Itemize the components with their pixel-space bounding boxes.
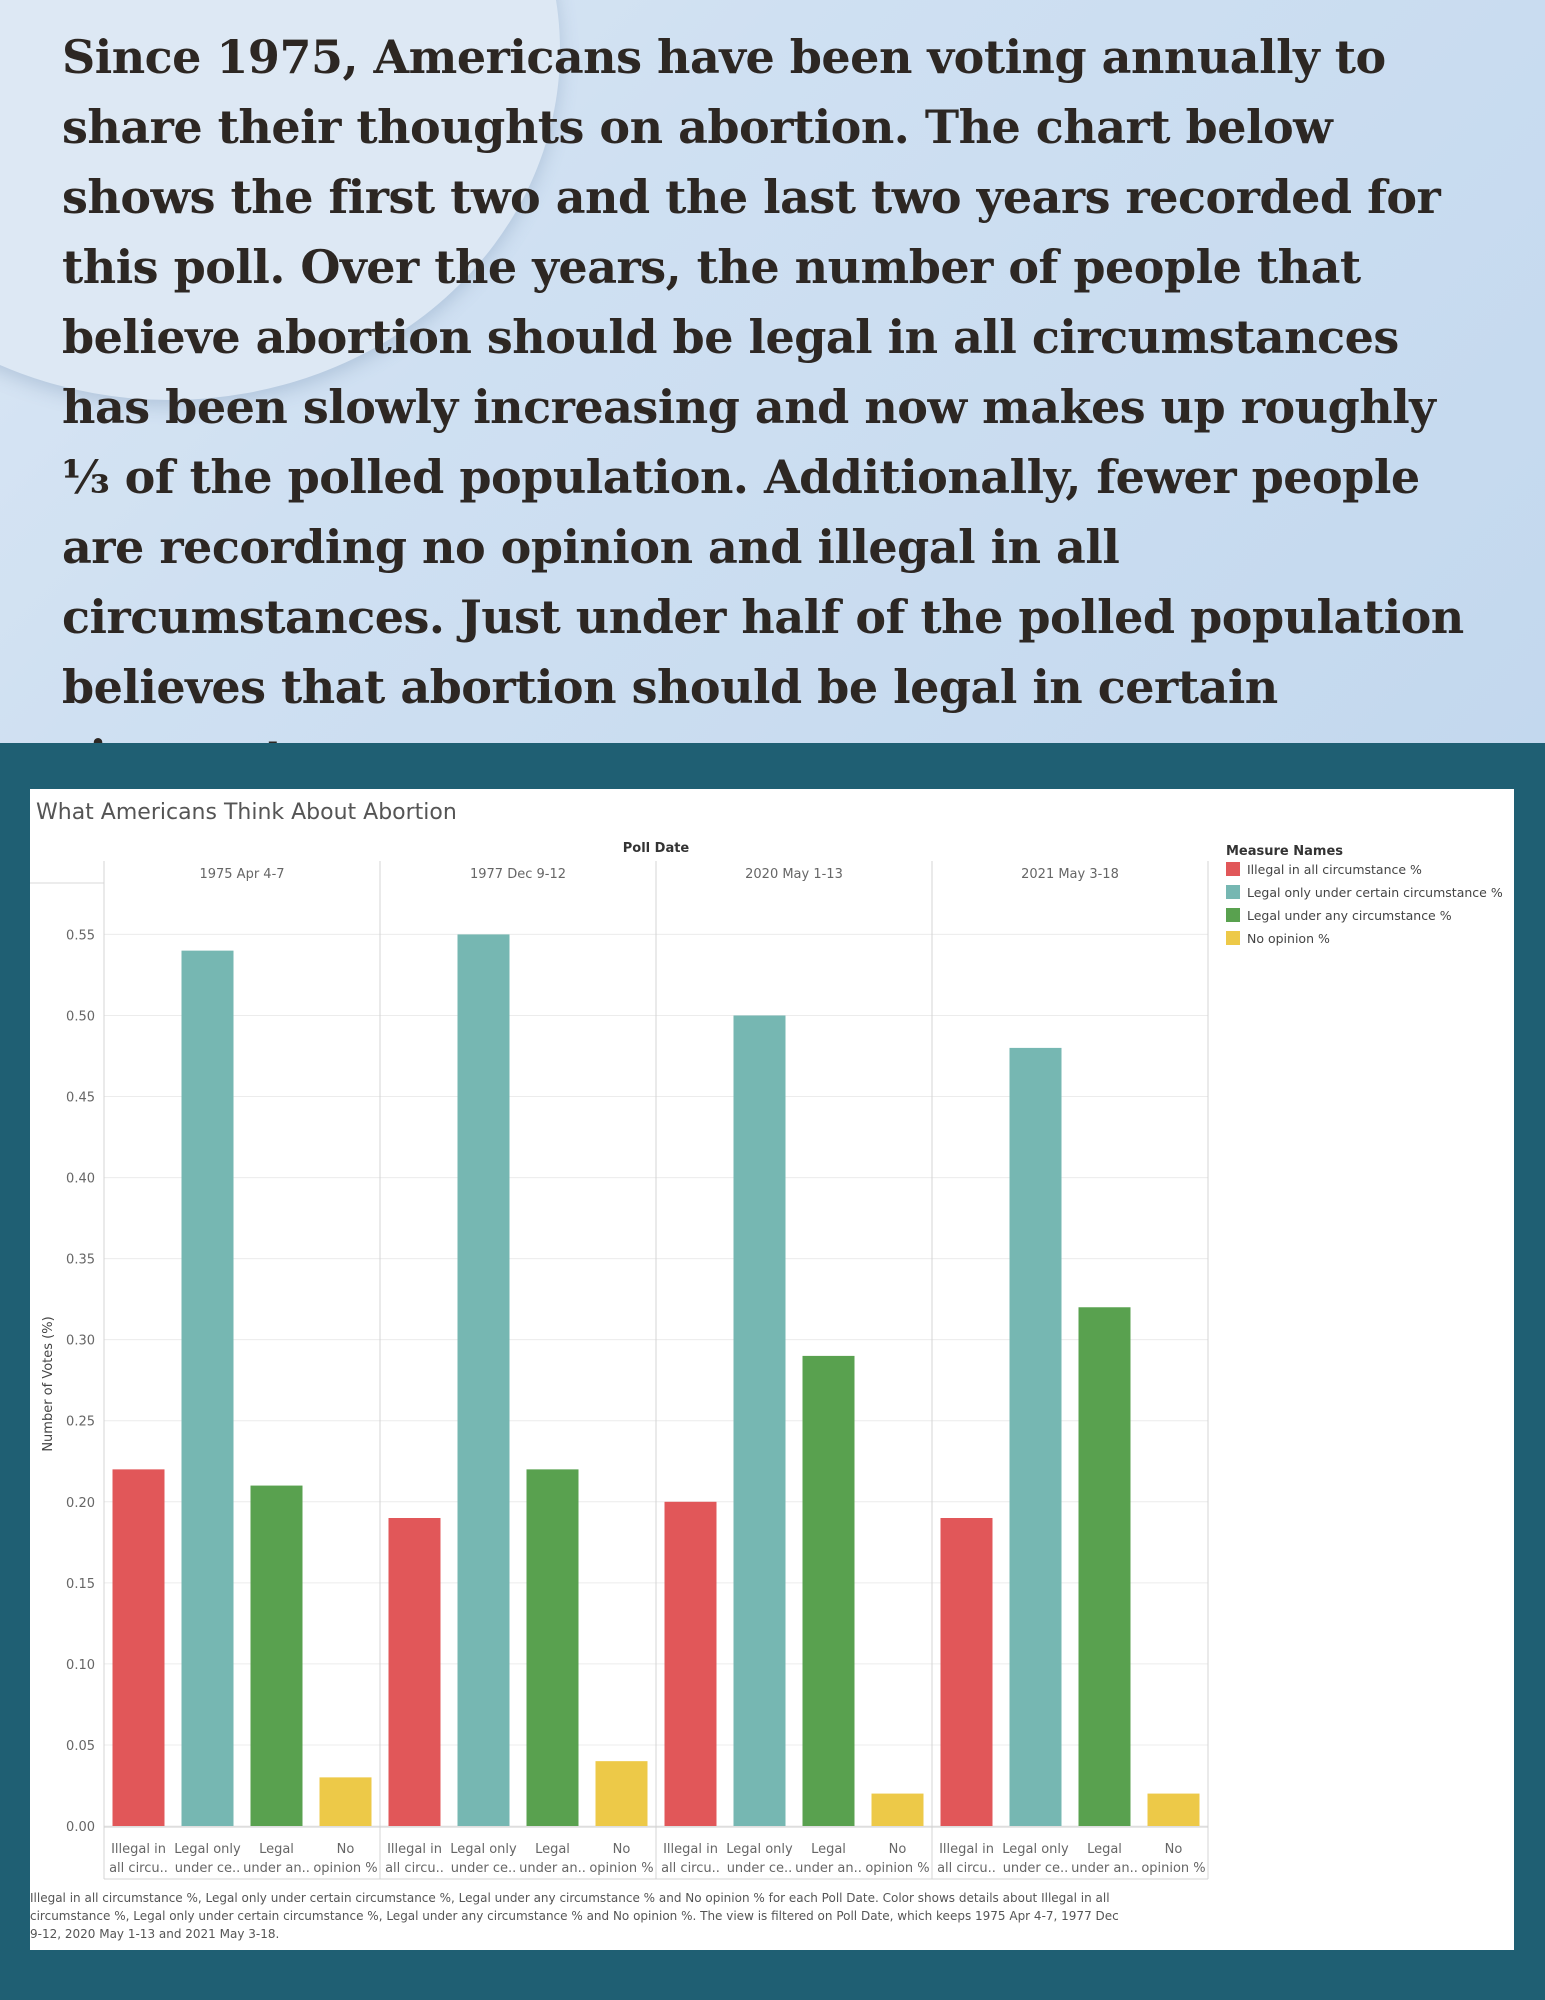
category-label: Legal only — [726, 1842, 793, 1857]
group-header: 2020 May 1-13 — [745, 867, 843, 882]
y-tick-label: 0.10 — [66, 1658, 95, 1673]
category-label: Legal — [535, 1842, 570, 1857]
category-label: Legal only — [450, 1842, 517, 1857]
legend-label: Legal under any circumstance % — [1247, 908, 1452, 923]
y-tick-label: 0.45 — [66, 1091, 95, 1106]
bar — [940, 1518, 993, 1826]
category-label: under an.. — [519, 1861, 586, 1876]
category-label: under ce.. — [727, 1861, 793, 1876]
legend-swatch — [1226, 908, 1240, 922]
category-label: all circu.. — [109, 1861, 168, 1876]
category-label: Illegal in — [111, 1842, 166, 1857]
y-tick-label: 0.50 — [66, 1009, 95, 1024]
category-label: under an.. — [1071, 1861, 1138, 1876]
bar — [112, 1469, 165, 1826]
category-label: Illegal in — [939, 1842, 994, 1857]
category-label: opinion % — [589, 1861, 653, 1876]
category-label: Legal — [259, 1842, 294, 1857]
category-label: all circu.. — [385, 1861, 444, 1876]
bar — [526, 1469, 579, 1826]
legend-label: Illegal in all circumstance % — [1247, 862, 1422, 877]
bar — [457, 934, 510, 1826]
y-tick-label: 0.55 — [66, 928, 95, 943]
y-tick-label: 0.40 — [66, 1172, 95, 1187]
y-tick-label: 0.30 — [66, 1334, 95, 1349]
bar — [871, 1793, 924, 1826]
category-label: No — [337, 1842, 355, 1857]
caption-line: circumstance %, Legal only under certain… — [30, 1909, 1119, 1923]
category-label: No — [613, 1842, 631, 1857]
category-label: Illegal in — [387, 1842, 442, 1857]
category-label: No — [1165, 1842, 1183, 1857]
bar-chart: What Americans Think About Abortion Poll … — [30, 800, 1503, 1941]
y-tick-label: 0.25 — [66, 1415, 95, 1430]
category-label: under ce.. — [451, 1861, 517, 1876]
legend-swatch — [1226, 885, 1240, 899]
caption-line: 9-12, 2020 May 1-13 and 2021 May 3-18. — [30, 1927, 279, 1941]
category-label: Legal — [811, 1842, 846, 1857]
caption-line: Illegal in all circumstance %, Legal onl… — [30, 1891, 1110, 1905]
legend-swatch — [1226, 931, 1240, 945]
group-header: 1975 Apr 4-7 — [199, 867, 284, 882]
bar — [1147, 1793, 1200, 1826]
bar — [1078, 1307, 1131, 1826]
category-label: Illegal in — [663, 1842, 718, 1857]
intro-paragraph: Since 1975, Americans have been voting a… — [62, 30, 1464, 743]
bar — [1009, 1047, 1062, 1826]
category-label: under ce.. — [175, 1861, 241, 1876]
legend-swatch — [1226, 862, 1240, 876]
legend-label: No opinion % — [1247, 931, 1330, 946]
header-banner: Since 1975, Americans have been voting a… — [0, 0, 1545, 743]
bar — [664, 1501, 717, 1826]
bar — [595, 1761, 648, 1826]
y-tick-label: 0.05 — [66, 1739, 95, 1754]
y-axis-label: Number of Votes (%) — [41, 1316, 56, 1451]
bar — [181, 950, 234, 1826]
group-header: 2021 May 3-18 — [1021, 867, 1119, 882]
bar — [250, 1485, 303, 1826]
category-label: all circu.. — [937, 1861, 996, 1876]
y-tick-label: 0.20 — [66, 1496, 95, 1511]
category-label: under an.. — [243, 1861, 310, 1876]
y-tick-label: 0.35 — [66, 1253, 95, 1268]
category-label: opinion % — [313, 1861, 377, 1876]
column-header: Poll Date — [623, 841, 690, 856]
category-label: under an.. — [795, 1861, 862, 1876]
group-header: 1977 Dec 9-12 — [470, 867, 566, 882]
category-label: Legal only — [174, 1842, 241, 1857]
y-tick-label: 0.15 — [66, 1577, 95, 1592]
category-label: opinion % — [1141, 1861, 1205, 1876]
chart-card: What Americans Think About Abortion Poll … — [30, 789, 1514, 1950]
bar — [802, 1355, 855, 1826]
bar — [388, 1518, 441, 1826]
chart-title: What Americans Think About Abortion — [36, 800, 457, 825]
category-label: all circu.. — [661, 1861, 720, 1876]
y-tick-label: 0.00 — [66, 1820, 95, 1835]
category-label: Legal — [1087, 1842, 1122, 1857]
legend-title: Measure Names — [1226, 844, 1343, 859]
category-label: opinion % — [865, 1861, 929, 1876]
category-label: Legal only — [1002, 1842, 1069, 1857]
bar — [319, 1777, 372, 1826]
category-label: No — [889, 1842, 907, 1857]
category-label: under ce.. — [1003, 1861, 1069, 1876]
legend-label: Legal only under certain circumstance % — [1247, 885, 1503, 900]
bar — [733, 1015, 786, 1826]
